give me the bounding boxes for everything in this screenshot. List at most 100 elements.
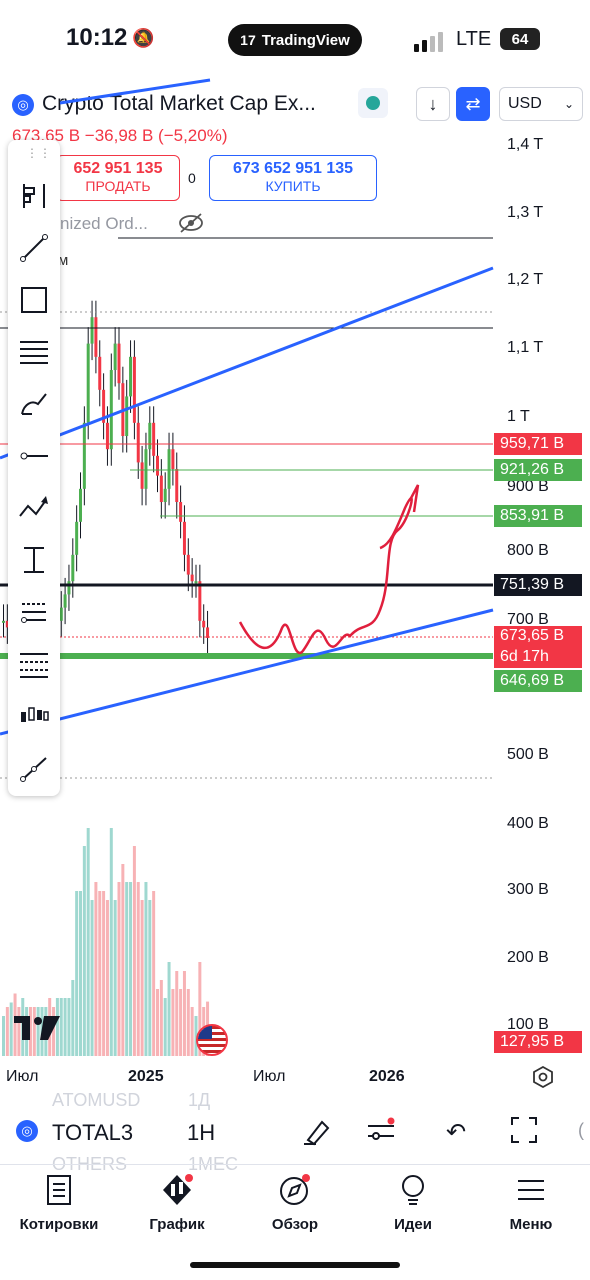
eye-off-icon[interactable] <box>178 212 204 239</box>
candle-body <box>159 475 163 503</box>
volume-bar <box>175 971 179 1056</box>
candle-body <box>194 581 198 584</box>
volume-bar <box>171 989 175 1056</box>
nav-label: График <box>149 1216 205 1233</box>
drag-grip-icon[interactable]: ⋮⋮ <box>26 146 52 160</box>
candle-body <box>152 422 156 456</box>
timeframe-picker[interactable]: 1H <box>187 1120 216 1145</box>
horizontal-ray-icon[interactable] <box>18 440 50 472</box>
volume-bar <box>17 1007 21 1056</box>
fullscreen-icon[interactable] <box>510 1116 538 1149</box>
brush-tool-icon[interactable] <box>18 388 50 420</box>
volume-bar <box>136 882 140 1056</box>
spread-value: 0 <box>188 170 196 186</box>
chart-canvas[interactable] <box>0 0 590 1100</box>
drawn-projection-path <box>238 497 413 655</box>
mute-bell-icon: 🔕 <box>132 28 155 48</box>
volume-bar <box>75 891 79 1056</box>
drawn-arrow-head <box>408 484 420 513</box>
fib-levels-icon[interactable] <box>18 336 50 368</box>
indicators-icon[interactable] <box>366 1116 396 1151</box>
nav-quotes[interactable]: Котировки <box>4 1172 114 1233</box>
market-status-icon[interactable] <box>358 88 388 118</box>
us-flag-icon[interactable] <box>196 1024 228 1056</box>
chevron-down-icon: ⌄ <box>563 97 574 111</box>
home-indicator[interactable] <box>190 1262 400 1268</box>
nav-label: Обзор <box>271 1216 319 1233</box>
candle-body <box>94 317 98 357</box>
volume-bar <box>71 980 75 1056</box>
candle-body <box>105 422 109 450</box>
volume-bar <box>2 1016 5 1056</box>
price-axis-label: 500 B <box>507 746 549 763</box>
volume-bar <box>144 882 148 1056</box>
undo-icon[interactable]: ↶ <box>446 1119 467 1146</box>
price-axis-label: 800 B <box>507 542 549 559</box>
trade-panel-icon[interactable] <box>18 180 50 212</box>
candle-body <box>59 607 63 621</box>
nav-explore[interactable]: Обзор <box>240 1172 350 1233</box>
buy-price: 673 652 951 135 <box>232 160 354 177</box>
candle-body <box>5 620 9 628</box>
candle-body <box>2 620 5 623</box>
candle-body <box>79 488 82 522</box>
volume-bar <box>182 971 186 1056</box>
symbol-title[interactable]: Crypto Total Market Cap Ex... <box>42 92 316 115</box>
pen-draw-icon[interactable] <box>302 1116 332 1151</box>
volume-bar <box>67 998 71 1056</box>
volume-bar <box>152 891 156 1056</box>
trend-line-tool-icon[interactable] <box>18 232 50 264</box>
nav-ideas[interactable]: Идеи <box>358 1172 468 1233</box>
hamburger-icon <box>476 1172 586 1208</box>
price-tag: 751,39 B <box>494 574 582 596</box>
buy-button[interactable]: 673 652 951 135 КУПИТЬ <box>209 155 377 201</box>
price-tag: 127,95 B <box>494 1031 582 1053</box>
price-axis-label: 700 B <box>507 611 549 628</box>
volume-bar <box>125 882 129 1056</box>
arrow-down-icon[interactable]: ↓ <box>416 87 450 121</box>
price-axis-label: 300 B <box>507 881 549 898</box>
ruler-tool-icon[interactable] <box>18 752 50 784</box>
carrier-label: LTE <box>456 28 492 50</box>
candles-pattern-icon[interactable] <box>18 700 50 732</box>
unnamed-order-label[interactable]: nized Ord... <box>60 214 148 233</box>
order-note-label: м <box>58 252 69 269</box>
candle-body <box>182 521 186 555</box>
chart-icon <box>122 1172 232 1208</box>
tradingview-pill[interactable]: 17 TradingView <box>228 24 362 56</box>
pitchfork-icon[interactable] <box>18 596 50 628</box>
rectangle-tool-icon[interactable] <box>18 284 50 316</box>
nav-menu[interactable]: Меню <box>476 1172 586 1233</box>
nav-chart[interactable]: График <box>122 1172 232 1233</box>
divider <box>0 1164 590 1165</box>
volume-bar <box>190 1007 194 1056</box>
candle-body <box>148 422 152 450</box>
price-axis-label: 1,2 T <box>507 271 544 288</box>
time-label: Июл <box>253 1068 286 1085</box>
currency-select[interactable]: USD ⌄ <box>499 87 583 121</box>
volume-bar <box>113 900 117 1056</box>
gann-fan-icon[interactable] <box>18 648 50 680</box>
volume-bar <box>117 882 121 1056</box>
candle-body <box>202 620 206 628</box>
volume-bar <box>32 1007 36 1056</box>
candle-body <box>140 462 144 489</box>
lightbulb-icon <box>358 1172 468 1208</box>
volume-bar <box>52 1007 56 1056</box>
path-tool-icon[interactable] <box>18 492 50 524</box>
chart-settings-icon[interactable] <box>532 1065 554 1093</box>
candle-body <box>63 594 67 608</box>
price-axis-label: 400 B <box>507 815 549 832</box>
volume-bar <box>9 1002 13 1056</box>
volume-bar <box>79 891 82 1056</box>
time-label: 2026 <box>369 1068 405 1085</box>
volume-bar <box>105 900 109 1056</box>
price-change: 673,65 B −36,98 B (−5,20%) <box>12 126 228 145</box>
symbol-picker[interactable]: TOTAL3 <box>52 1120 134 1145</box>
sell-button[interactable]: 652 951 135 ПРОДАТЬ <box>56 155 180 201</box>
candle-body <box>113 343 117 371</box>
volume-bar <box>36 1007 40 1056</box>
more-partial-icon[interactable]: ( <box>578 1120 584 1140</box>
price-range-icon[interactable] <box>18 544 50 576</box>
sync-toggle-icon[interactable]: ⇄ <box>456 87 490 121</box>
